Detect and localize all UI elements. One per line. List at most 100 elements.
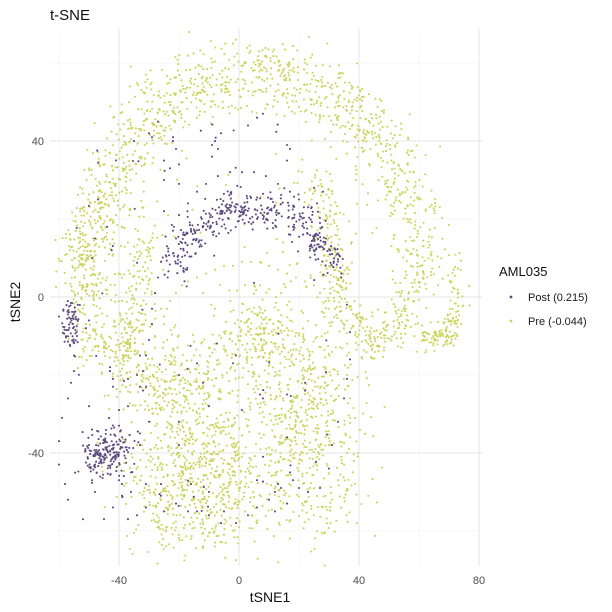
post-point bbox=[348, 331, 352, 334]
pre-point bbox=[116, 338, 119, 342]
pre-point bbox=[163, 94, 166, 97]
pre-point bbox=[194, 97, 198, 100]
pre-point bbox=[191, 453, 194, 456]
pre-point bbox=[311, 416, 314, 419]
pre-point bbox=[218, 492, 221, 495]
post-point bbox=[88, 463, 91, 466]
pre-point bbox=[337, 64, 340, 67]
pre-point bbox=[402, 217, 405, 220]
pre-point bbox=[243, 246, 246, 249]
pre-point bbox=[174, 55, 177, 59]
pre-point bbox=[82, 214, 85, 217]
pre-point bbox=[97, 180, 101, 184]
pre-point bbox=[154, 520, 157, 523]
pre-point bbox=[117, 464, 120, 468]
pre-point bbox=[446, 343, 449, 346]
post-point bbox=[167, 247, 170, 250]
pre-point bbox=[324, 214, 328, 217]
post-point bbox=[110, 458, 113, 461]
pre-point bbox=[178, 472, 181, 475]
post-point bbox=[326, 271, 329, 275]
pre-point bbox=[193, 340, 196, 343]
pre-point bbox=[314, 427, 317, 430]
pre-point bbox=[334, 82, 337, 85]
pre-point bbox=[101, 326, 104, 329]
pre-point bbox=[287, 329, 290, 332]
pre-point bbox=[382, 321, 385, 324]
pre-point bbox=[154, 402, 157, 405]
pre-point bbox=[219, 426, 223, 429]
pre-point bbox=[443, 317, 446, 320]
pre-point bbox=[342, 463, 346, 466]
pre-point bbox=[394, 305, 397, 308]
pre-point bbox=[123, 226, 126, 230]
pre-point bbox=[272, 322, 275, 325]
pre-point bbox=[136, 270, 139, 273]
pre-point bbox=[220, 47, 223, 50]
pre-point bbox=[110, 165, 114, 168]
pre-point bbox=[416, 265, 419, 268]
pre-point bbox=[64, 236, 67, 240]
pre-point bbox=[97, 245, 101, 248]
pre-point bbox=[374, 534, 377, 537]
pre-point bbox=[353, 146, 356, 149]
post-point bbox=[308, 216, 311, 219]
post-point bbox=[97, 438, 100, 441]
pre-point bbox=[198, 354, 202, 357]
pre-point bbox=[83, 249, 86, 252]
post-point bbox=[260, 204, 263, 207]
pre-point bbox=[147, 283, 150, 286]
pre-point bbox=[162, 268, 165, 271]
pre-point bbox=[278, 374, 281, 377]
pre-point bbox=[182, 426, 185, 429]
pre-point bbox=[133, 337, 136, 340]
pre-point bbox=[309, 56, 312, 59]
pre-point bbox=[139, 479, 142, 482]
pre-point bbox=[140, 164, 143, 167]
pre-point bbox=[174, 324, 177, 327]
pre-point bbox=[356, 62, 359, 65]
pre-point bbox=[124, 186, 127, 189]
pre-point bbox=[232, 309, 235, 312]
pre-point bbox=[339, 319, 343, 322]
pre-point bbox=[212, 440, 215, 443]
pre-point bbox=[333, 289, 336, 292]
post-point bbox=[95, 451, 98, 454]
post-point bbox=[159, 494, 163, 497]
post-point bbox=[264, 175, 268, 178]
pre-point bbox=[270, 419, 273, 422]
post-point bbox=[298, 235, 301, 238]
pre-point bbox=[240, 70, 243, 73]
pre-point bbox=[239, 320, 243, 323]
pre-point bbox=[399, 167, 402, 171]
post-point bbox=[321, 190, 325, 193]
pre-point bbox=[198, 372, 201, 375]
post-point bbox=[163, 273, 166, 276]
pre-point bbox=[175, 442, 179, 445]
pre-point bbox=[225, 520, 228, 523]
post-point bbox=[104, 437, 107, 440]
pre-point bbox=[93, 265, 96, 268]
pre-point bbox=[153, 463, 157, 466]
pre-point bbox=[204, 402, 207, 405]
pre-point bbox=[338, 211, 342, 214]
post-point bbox=[249, 217, 252, 220]
pre-point bbox=[195, 276, 199, 279]
post-point bbox=[115, 159, 118, 162]
pre-point bbox=[227, 425, 230, 428]
post-point bbox=[109, 453, 112, 456]
pre-point bbox=[152, 94, 155, 97]
post-point bbox=[295, 220, 298, 223]
pre-point bbox=[108, 335, 111, 338]
pre-point bbox=[281, 343, 284, 346]
pre-point bbox=[398, 192, 402, 195]
post-point bbox=[310, 221, 313, 224]
pre-point bbox=[79, 210, 82, 213]
pre-point bbox=[386, 185, 389, 188]
pre-point bbox=[235, 442, 238, 445]
pre-point bbox=[382, 327, 385, 330]
pre-point bbox=[246, 330, 250, 333]
post-point bbox=[195, 510, 199, 513]
pre-point bbox=[127, 354, 130, 357]
pre-point bbox=[116, 375, 119, 378]
